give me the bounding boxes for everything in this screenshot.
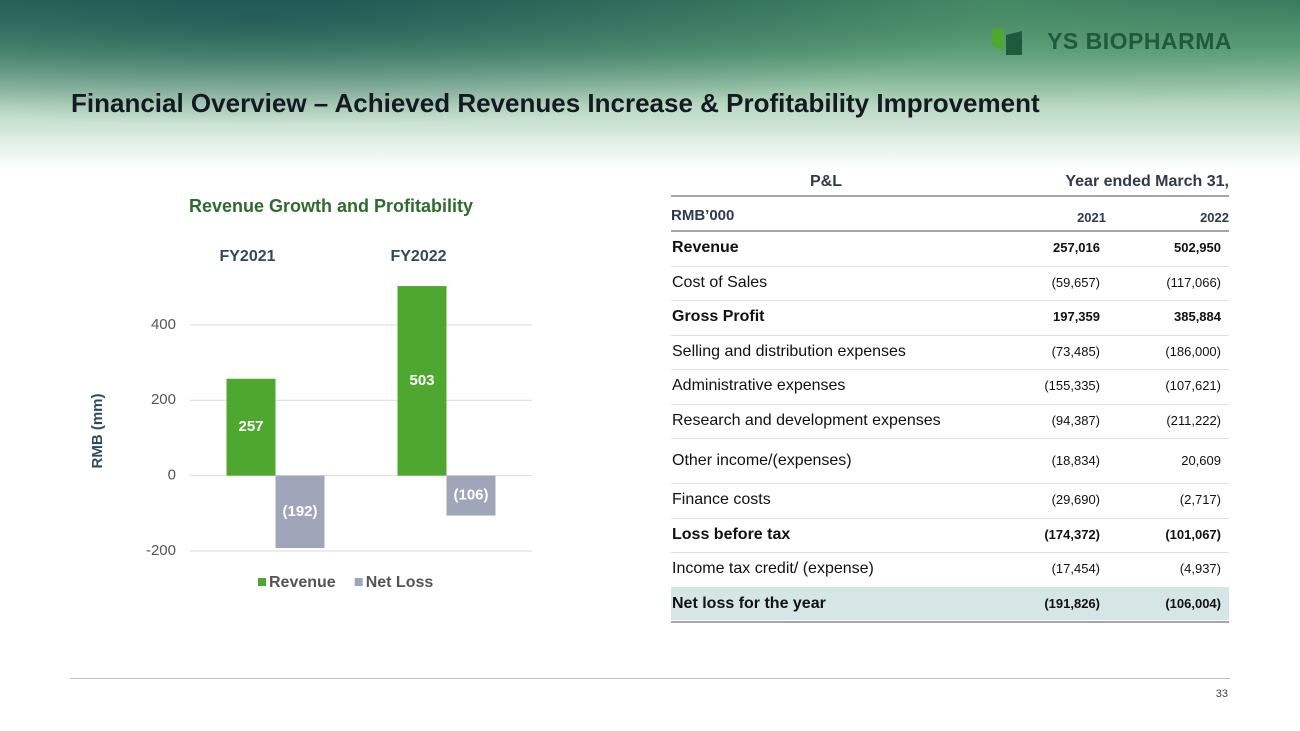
row-value: (107,621) [1165,378,1221,394]
row-value: (174,372) [1044,526,1100,542]
row-rule [671,552,1229,553]
row-value: (191,826) [1044,595,1100,611]
row-label: Income tax credit/ (expense) [672,560,874,578]
row-rule [671,517,1229,519]
row-label: Loss before tax [672,525,791,543]
logo: YS BIOPHARMA [1047,28,1232,54]
row-value: (155,335) [1044,378,1100,394]
row-label: Gross Profit [672,308,765,326]
data-label: 257 [238,418,263,435]
header-rule [671,195,1229,197]
category-label: FY2021 [219,248,275,265]
row-label: Research and development expenses [672,411,941,429]
row-label: Revenue [672,239,739,257]
bar [226,378,276,476]
bar [397,286,447,476]
row-label: Finance costs [672,491,771,509]
y-tick-label: 400 [151,316,176,333]
row-value: (17,454) [1051,561,1100,577]
data-label: 503 [409,372,434,389]
legend-swatch [258,578,266,586]
column-header: 2022 [1200,210,1229,225]
row-value: (73,485) [1051,343,1100,359]
table-header: Year ended March 31, [1065,173,1229,190]
row-rule [671,621,1229,623]
row-value: (106,004) [1165,595,1221,611]
row-rule [671,369,1229,370]
row-value: (94,387) [1051,412,1100,428]
table-header: P&L [810,173,842,190]
row-rule [671,403,1229,405]
y-tick-label: 200 [151,391,176,408]
row-value: 20,609 [1181,452,1221,468]
data-label: (192) [282,503,317,520]
legend-swatch [354,578,363,586]
row-value: (101,067) [1165,526,1221,542]
row-rule [671,438,1229,439]
chart: Revenue Growth and Profitability RMB (mm)… [89,196,532,591]
row-rule [671,265,1229,267]
row-value: (211,222) [1166,412,1221,428]
row-value: (4,937) [1179,561,1221,577]
row-rule [671,483,1229,484]
logo-mark [992,29,1022,55]
row-value: 197,359 [1053,309,1100,325]
page-number: 33 [1215,688,1228,700]
bar [275,475,325,548]
row-value: (117,066) [1166,274,1221,290]
row-label: Net loss for the year [672,594,826,612]
y-tick-label: 0 [168,467,176,484]
slide-title: Financial Overview – Achieved Revenues I… [71,88,1040,118]
chart-title: Revenue Growth and Profitability [189,196,473,216]
row-value: (2,717) [1179,492,1221,508]
header-rule [671,230,1229,232]
row-rule [671,334,1229,336]
row-value: (59,657) [1051,274,1100,290]
row-value: (186,000) [1165,343,1221,359]
legend-label: Net Loss [366,574,434,591]
y-tick-label: -200 [146,542,176,559]
row-value: (18,834) [1051,452,1100,468]
footer-rule [70,678,1230,679]
unit-label: RMB’000 [671,207,735,224]
row-value: 502,950 [1174,240,1221,256]
row-value: 257,016 [1053,240,1100,256]
row-label: Other income/(expenses) [672,451,852,469]
category-label: FY2022 [390,248,446,265]
row-highlight [671,586,1229,620]
row-value: (29,690) [1051,492,1100,508]
row-label: Administrative expenses [672,377,846,395]
data-label: (106) [453,487,488,504]
bar [446,475,496,516]
row-label: Selling and distribution expenses [672,342,906,360]
banner-texture [0,0,1300,170]
y-axis-label: RMB (mm) [89,394,106,469]
row-label: Cost of Sales [672,273,768,291]
row-value: 385,884 [1174,309,1221,325]
legend-label: Revenue [269,574,336,591]
row-rule [671,300,1229,301]
column-header: 2021 [1077,210,1106,225]
